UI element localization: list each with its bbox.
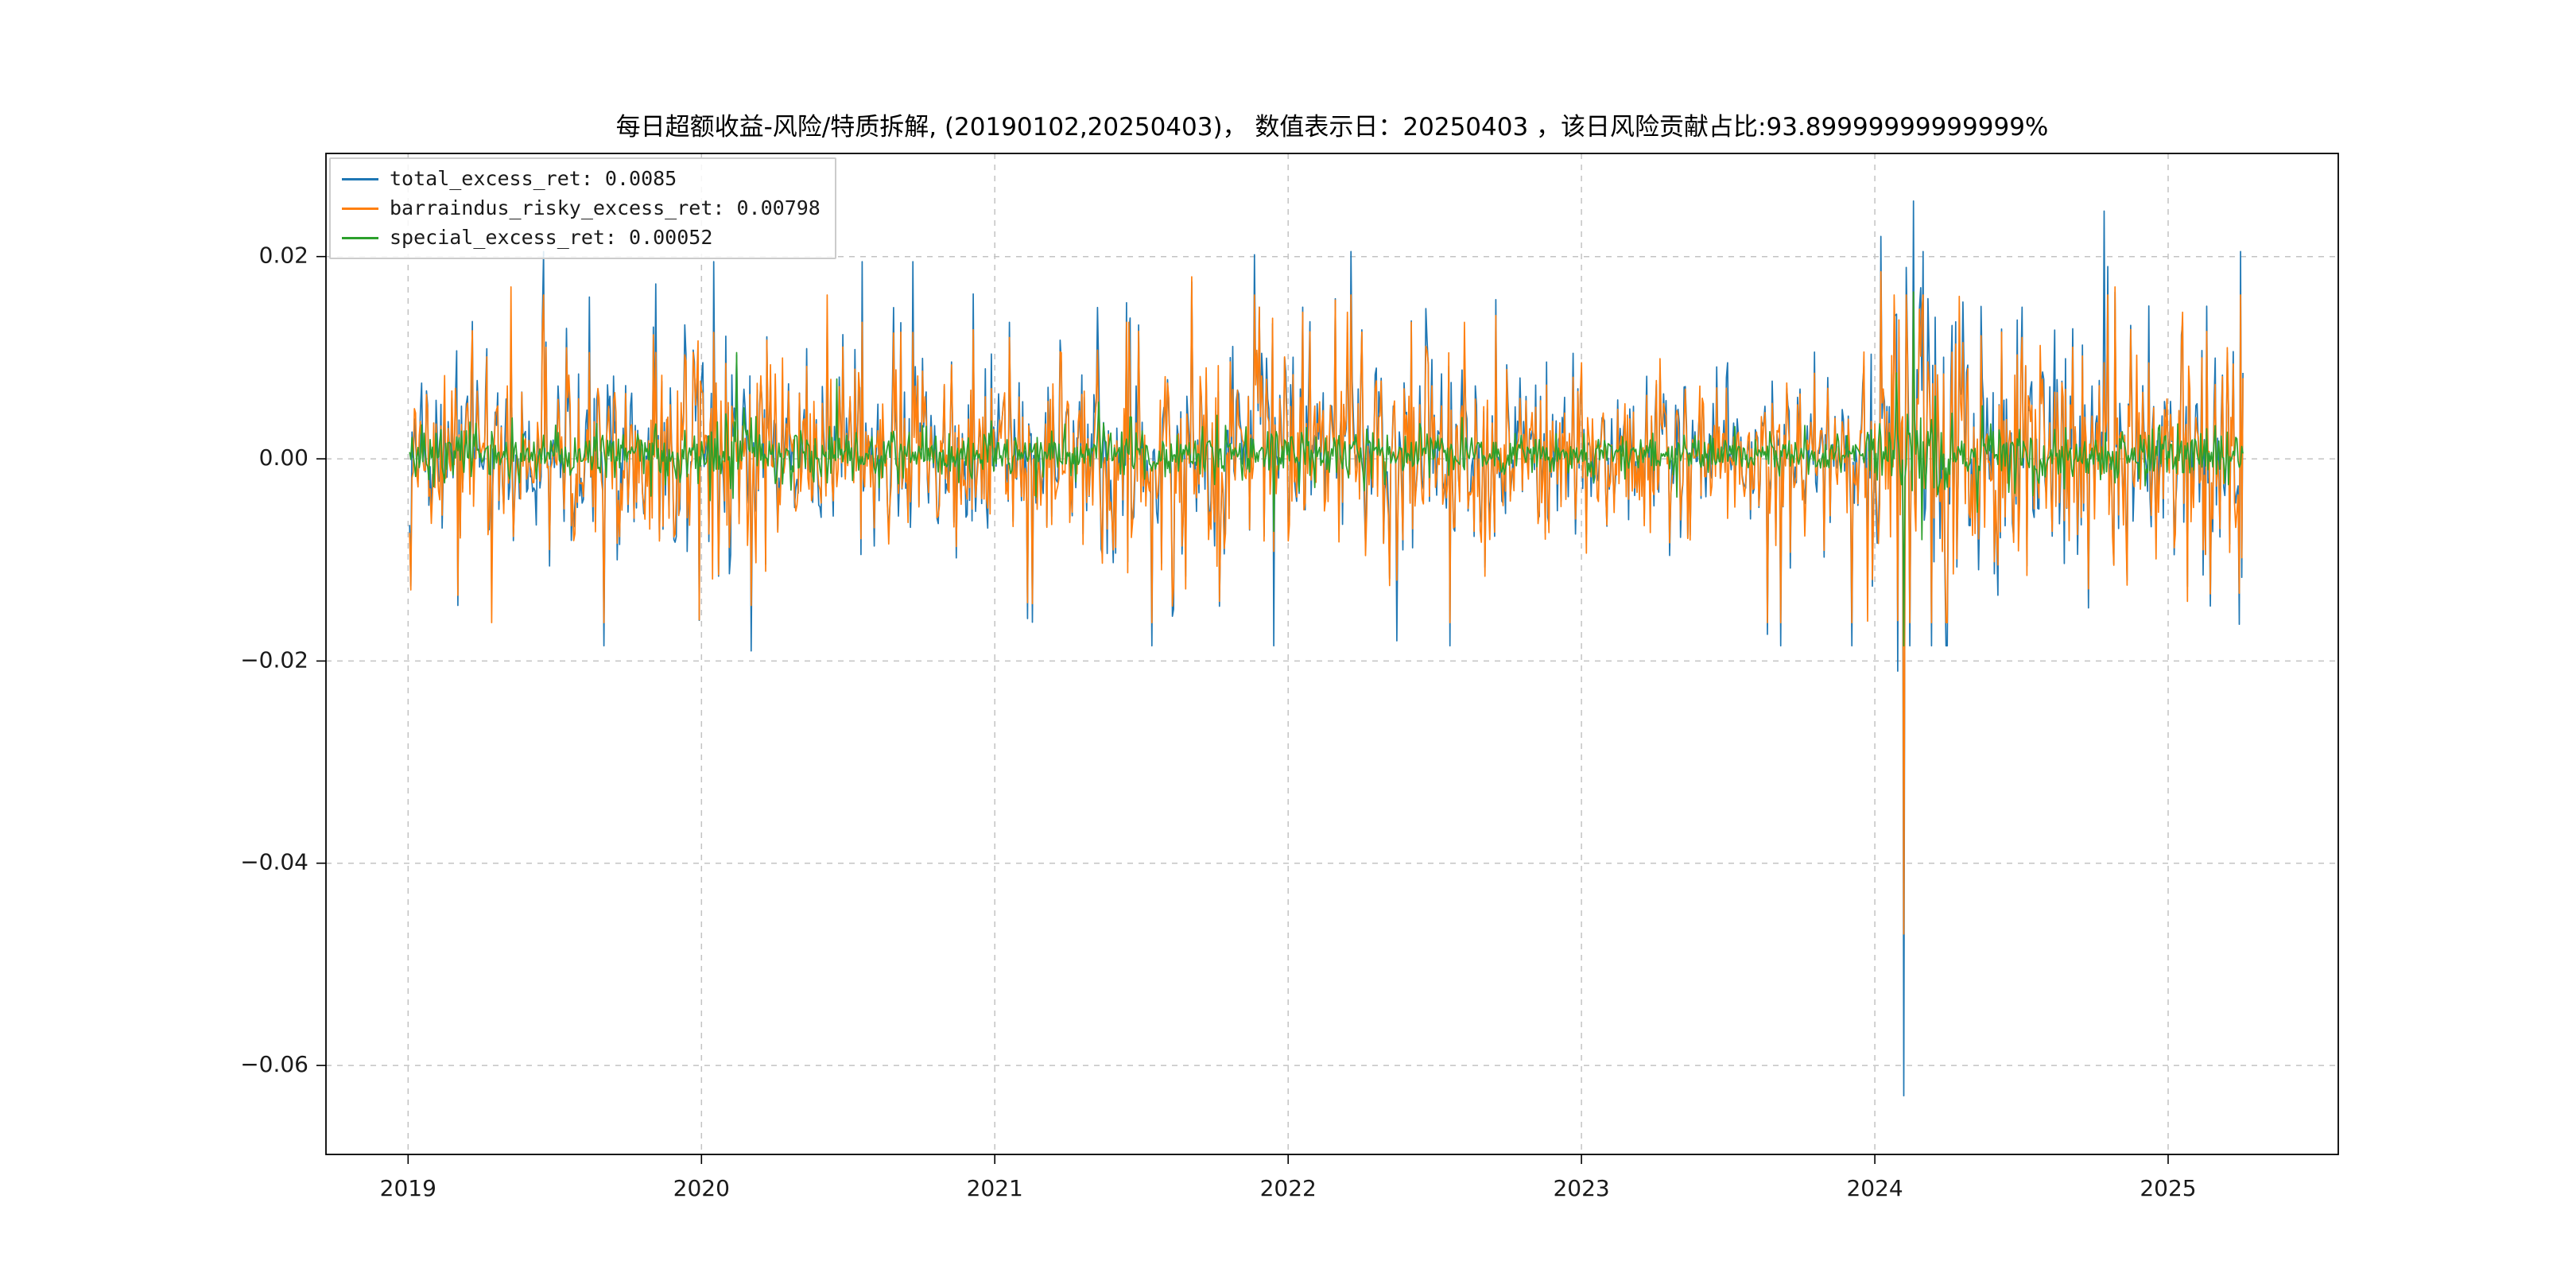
x-tick-label: 2022 (1260, 1175, 1317, 1201)
x-tick-label: 2024 (1846, 1175, 1903, 1201)
y-tick-label: −0.06 (240, 1051, 308, 1077)
x-tick-label: 2025 (2140, 1175, 2196, 1201)
y-tick-label: 0.02 (259, 242, 308, 269)
legend-line-sample-risky (342, 207, 378, 210)
chart-title: 每日超额收益-风险/特质拆解, (20190102,20250403)， 数值表… (615, 113, 2049, 142)
x-tick-label: 2021 (967, 1175, 1023, 1201)
y-tick-label: −0.04 (240, 849, 308, 875)
x-tick-label: 2020 (673, 1175, 730, 1201)
y-tick-label: 0.00 (259, 444, 308, 471)
legend-line-sample-special (342, 236, 378, 239)
series-line-special_excess_ret (409, 291, 2244, 647)
legend-item-risky: barraindus_risky_excess_ret: 0.00798 (342, 196, 821, 220)
axis-ticks (316, 255, 2169, 1164)
y-tick-label: −0.02 (240, 646, 308, 673)
legend-label-special: special_excess_ret: 0.00052 (390, 226, 713, 249)
x-tick-label: 2019 (380, 1175, 436, 1201)
legend: total_excess_ret: 0.0085 barraindus_risk… (329, 157, 836, 259)
legend-line-sample-total (342, 177, 378, 180)
legend-item-total: total_excess_ret: 0.0085 (342, 167, 821, 191)
plot-area (326, 153, 2338, 1154)
axes-spines (325, 153, 2339, 1155)
x-tick-label: 2023 (1553, 1175, 1609, 1201)
legend-label-risky: barraindus_risky_excess_ret: 0.00798 (390, 196, 821, 219)
legend-item-special: special_excess_ret: 0.00052 (342, 226, 821, 250)
legend-label-total: total_excess_ret: 0.0085 (390, 167, 677, 190)
